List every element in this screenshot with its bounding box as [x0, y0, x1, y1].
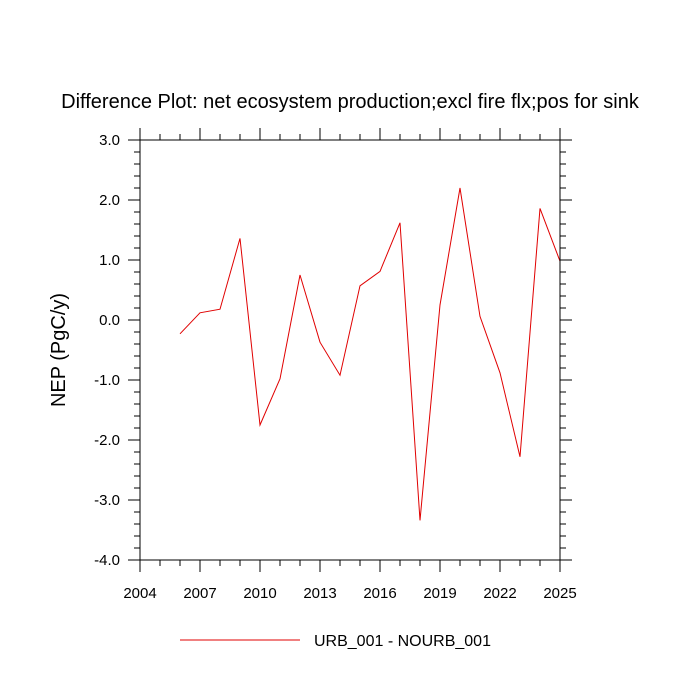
- y-tick-label: -4.0: [94, 552, 120, 569]
- series-layer: [179, 187, 561, 521]
- y-tick-label: 3.0: [99, 132, 120, 149]
- y-tick-label: 2.0: [99, 192, 120, 209]
- y-tick-labels: -4.0 -3.0 -2.0 -1.0 0.0 1.0 2.0 3.0: [94, 132, 120, 569]
- y-tick-label: -2.0: [94, 432, 120, 449]
- x-tick-label: 2019: [423, 585, 456, 602]
- plot-frame: [139, 139, 561, 561]
- minor-ticks: [134, 134, 566, 566]
- major-ticks: [128, 128, 572, 572]
- y-axis-label: NEP (PgC/y): [48, 293, 70, 407]
- y-tick-label: 0.0: [99, 312, 120, 329]
- chart-title: Difference Plot: net ecosystem productio…: [61, 91, 640, 113]
- x-tick-labels: 2004 2007 2010 2013 2016 2019 2022 2025: [123, 585, 576, 602]
- x-tick-label: 2016: [363, 585, 396, 602]
- x-tick-label: 2010: [243, 585, 276, 602]
- x-tick-label: 2013: [303, 585, 336, 602]
- y-tick-label: -3.0: [94, 492, 120, 509]
- y-tick-label: 1.0: [99, 252, 120, 269]
- x-tick-label: 2025: [543, 585, 576, 602]
- legend-entry-label: URB_001 - NOURB_001: [314, 633, 491, 650]
- x-tick-label: 2022: [483, 585, 516, 602]
- legend: URB_001 - NOURB_001: [180, 633, 491, 650]
- x-tick-label: 2004: [123, 585, 156, 602]
- y-tick-label: -1.0: [94, 372, 120, 389]
- series-line: [179, 187, 561, 521]
- x-tick-label: 2007: [183, 585, 216, 602]
